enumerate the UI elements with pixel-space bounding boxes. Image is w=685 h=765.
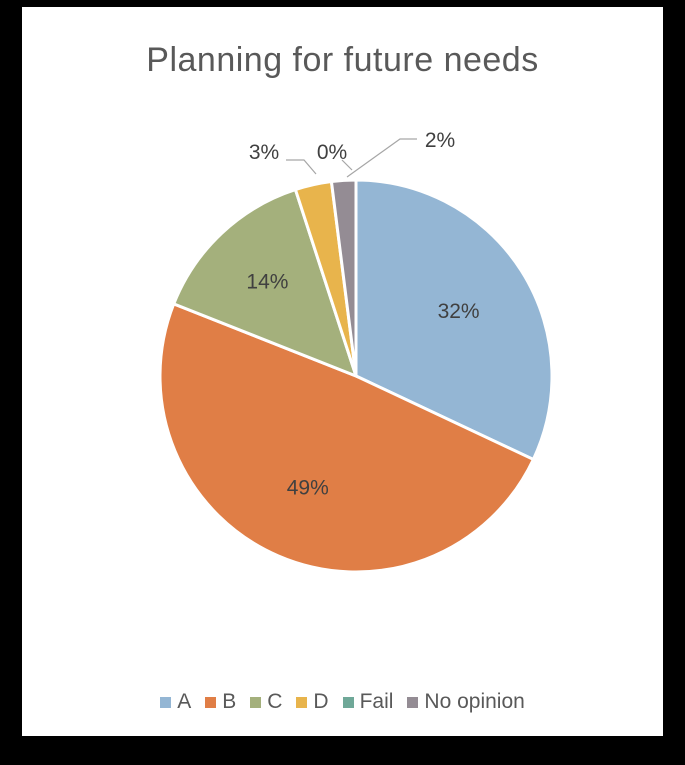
legend-swatch (250, 696, 262, 708)
pie-slice-no-opinion (329, 178, 358, 377)
pie-slice-a (354, 178, 554, 462)
legend-label: D (313, 690, 329, 713)
legend-label: C (267, 690, 283, 713)
legend-label: A (177, 690, 192, 713)
legend-label: B (222, 690, 237, 713)
data-label-fail: 0% (317, 141, 347, 164)
chart-frame: Planning for future needs 32% 49% 14% 3% 0% 2… (22, 7, 663, 736)
leader-line-fail (341, 159, 353, 171)
legend-label: Fail (359, 690, 394, 713)
legend-label: No opinion (424, 690, 525, 713)
data-label-b: 49% (287, 477, 329, 500)
pie-chart: 32% 49% 14% 3% 0% 2% (158, 129, 554, 574)
legend-item-c: C (250, 690, 282, 714)
chart-title: Planning for future needs (146, 41, 539, 79)
legend-swatch (205, 696, 217, 708)
legend-item-d: D (296, 690, 329, 714)
legend-swatch (160, 696, 172, 708)
legend-item-b: B (205, 690, 236, 714)
data-label-d: 3% (249, 141, 279, 164)
data-label-no-opinion: 2% (425, 129, 455, 152)
data-label-c: 14% (246, 271, 288, 294)
leader-line-d (286, 159, 317, 175)
legend-swatch (296, 696, 308, 708)
legend-item-no-opinion: No opinion (407, 690, 525, 714)
legend-item-a: A (160, 690, 191, 714)
legend-swatch (407, 696, 419, 708)
data-label-a: 32% (438, 300, 480, 323)
legend-item-fail: Fail (342, 690, 394, 714)
legend: A B C D Fail No opinion (22, 690, 663, 714)
legend-swatch (342, 696, 354, 708)
leader-line-no-opinion (346, 138, 417, 178)
pie-slice-b (158, 301, 536, 574)
